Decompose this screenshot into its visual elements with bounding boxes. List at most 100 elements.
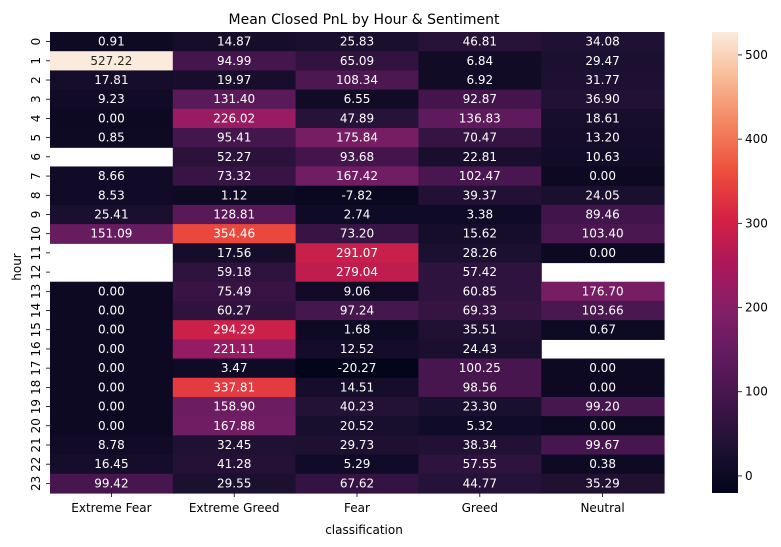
heatmap-cell [172, 224, 297, 244]
y-tick-label: 9 [29, 211, 43, 219]
cell-value-label: 158.90 [213, 400, 255, 414]
heatmap-cell [295, 128, 419, 148]
cell-value-label: 0.00 [589, 246, 616, 260]
heatmap-cell [541, 89, 665, 110]
heatmap-cell [172, 281, 297, 302]
heatmap-cell [50, 89, 174, 110]
heatmap-cell [295, 70, 419, 91]
chart-title: Mean Closed PnL by Hour & Sentiment [229, 12, 500, 28]
heatmap-cell [172, 377, 297, 398]
cell-value-label: 9.23 [98, 92, 125, 106]
heatmap-cell [418, 281, 542, 302]
heatmap-cell [172, 70, 297, 91]
y-tick-label: 1 [29, 57, 43, 65]
heatmap-cell [418, 147, 542, 168]
heatmap-cell [172, 51, 297, 72]
heatmap-cell [418, 339, 542, 360]
cell-value-label: 337.81 [213, 380, 255, 394]
heatmap-cell [295, 204, 419, 225]
y-tick-label: 21 [29, 437, 43, 452]
heatmap-cell [541, 224, 665, 244]
cell-value-label: 44.77 [463, 476, 497, 490]
heatmap-cell [50, 204, 174, 225]
heatmap-cell [50, 32, 174, 52]
y-tick-label: 0 [29, 38, 43, 46]
heatmap-cell [50, 416, 174, 436]
x-tick-label: Extreme Greed [189, 501, 280, 515]
heatmap-cell [541, 396, 665, 417]
heatmap-cells [50, 32, 665, 494]
cell-value-label: 40.23 [340, 400, 374, 414]
y-tick-label: 23 [29, 476, 43, 491]
cell-value-label: 17.56 [217, 246, 251, 260]
cell-value-label: 3.38 [466, 207, 493, 221]
heatmap-cell [541, 108, 665, 129]
heatmap-cell [50, 396, 174, 417]
cell-value-label: 73.20 [340, 227, 374, 241]
heatmap-cell [295, 89, 419, 110]
cell-value-label: 29.73 [340, 438, 374, 452]
cell-value-label: -20.27 [338, 361, 377, 375]
heatmap-cell [418, 377, 542, 398]
heatmap-cell [172, 243, 297, 264]
cell-value-label: 0.00 [98, 361, 125, 375]
heatmap-cell [418, 89, 542, 110]
cell-value-label: 52.27 [217, 150, 251, 164]
heatmap-cell [172, 32, 297, 52]
y-tick-label: 14 [29, 303, 43, 318]
cell-value-label: 89.46 [585, 207, 619, 221]
colorbar-tick-label: 0 [745, 469, 753, 483]
y-tick-label: 12 [29, 264, 43, 279]
colorbar-tick-label: 100 [745, 385, 768, 399]
heatmap-cell [295, 377, 419, 398]
y-tick-label: 17 [29, 361, 43, 376]
cell-value-label: 99.67 [585, 438, 619, 452]
cell-value-label: 34.08 [585, 35, 619, 49]
cell-value-label: 0.00 [589, 380, 616, 394]
cell-value-label: 1.68 [344, 323, 371, 337]
heatmap-cell [172, 262, 297, 283]
cell-value-label: 38.34 [463, 438, 497, 452]
cell-value-label: 31.77 [585, 73, 619, 87]
y-tick-label: 8 [29, 191, 43, 199]
heatmap-cell [295, 108, 419, 129]
cell-value-label: 99.42 [94, 476, 128, 490]
cell-value-label: 94.99 [217, 54, 251, 68]
cell-value-label: 5.29 [344, 457, 371, 471]
cell-value-label: 6.84 [466, 54, 493, 68]
heatmap-cell [295, 224, 419, 244]
cell-value-label: 2.74 [344, 207, 371, 221]
heatmap-cell [418, 51, 542, 72]
y-tick-label: 2 [29, 76, 43, 84]
heatmap-cell [541, 166, 665, 187]
x-tick-label: Greed [462, 501, 498, 515]
cell-value-label: 294.29 [213, 323, 255, 337]
heatmap-cell [418, 243, 542, 264]
heatmap-cell [541, 377, 665, 398]
heatmap-cell [50, 166, 174, 187]
x-axis-label: classification [325, 523, 403, 537]
cell-value-label: 46.81 [463, 35, 497, 49]
y-tick-label: 16 [29, 341, 43, 356]
cell-value-label: 73.32 [217, 169, 251, 183]
cell-value-label: 92.87 [463, 92, 497, 106]
cell-value-label: 57.55 [463, 457, 497, 471]
cell-value-label: 0.38 [589, 457, 616, 471]
heatmap-cell [172, 339, 297, 360]
heatmap-cell [541, 300, 665, 321]
heatmap-cell [172, 416, 297, 436]
heatmap-cell [172, 204, 297, 225]
cell-value-label: 175.84 [336, 131, 378, 145]
y-tick-label: 6 [29, 153, 43, 161]
cell-value-label: 128.81 [213, 207, 255, 221]
cell-value-label: 0.00 [98, 111, 125, 125]
heatmap-cell [50, 377, 174, 398]
heatmap-cell [172, 128, 297, 148]
cell-value-label: 24.05 [585, 188, 619, 202]
cell-value-label: 57.42 [463, 265, 497, 279]
heatmap-cell [172, 108, 297, 129]
heatmap-cell [418, 300, 542, 321]
heatmap-cell [541, 51, 665, 72]
heatmap-cell [418, 454, 542, 475]
